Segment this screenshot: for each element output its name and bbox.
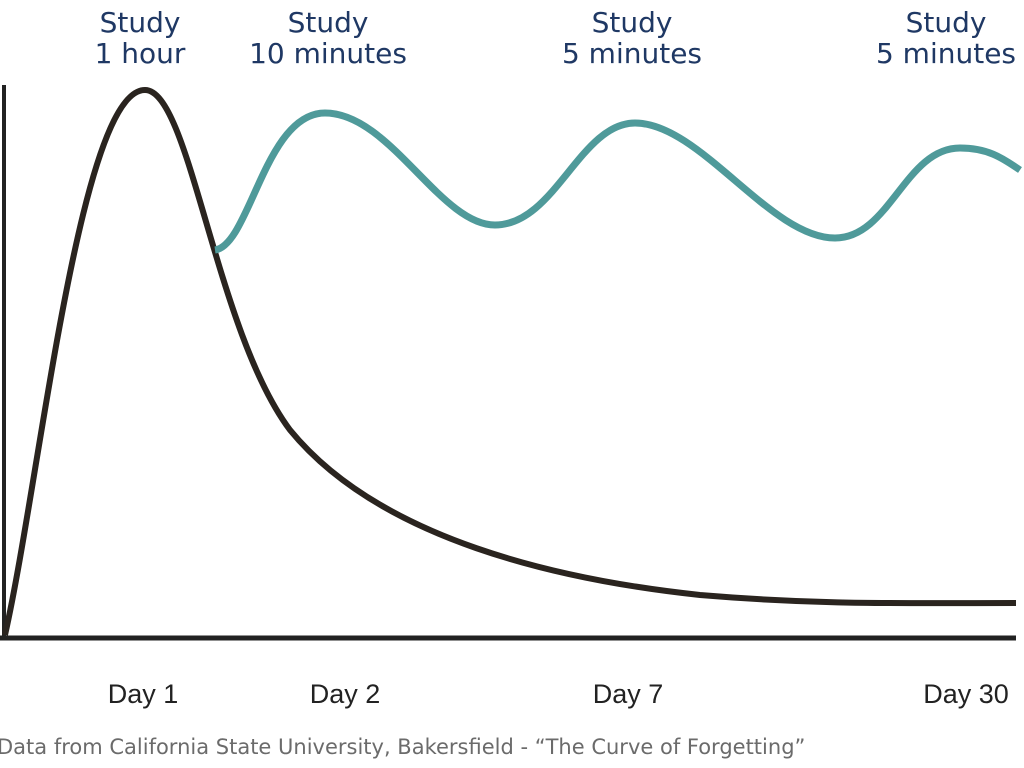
- study-label: 1 hour: [95, 37, 186, 70]
- review-curve: [213, 109, 1022, 254]
- forgetting-curve: [2, 86, 1017, 636]
- day-label: Day 1: [108, 679, 179, 709]
- day-label: Day 30: [923, 679, 1009, 709]
- study-label: 5 minutes: [876, 37, 1016, 70]
- study-label: Study: [906, 6, 987, 39]
- day-label: Day 7: [593, 679, 664, 709]
- study-label: 10 minutes: [249, 37, 407, 70]
- study-label: Study: [100, 6, 181, 39]
- study-label: Study: [288, 6, 369, 39]
- study-label: Study: [592, 6, 673, 39]
- day-label: Day 2: [310, 679, 381, 709]
- caption: Data from California State University, B…: [0, 735, 805, 759]
- study-label: 5 minutes: [562, 37, 702, 70]
